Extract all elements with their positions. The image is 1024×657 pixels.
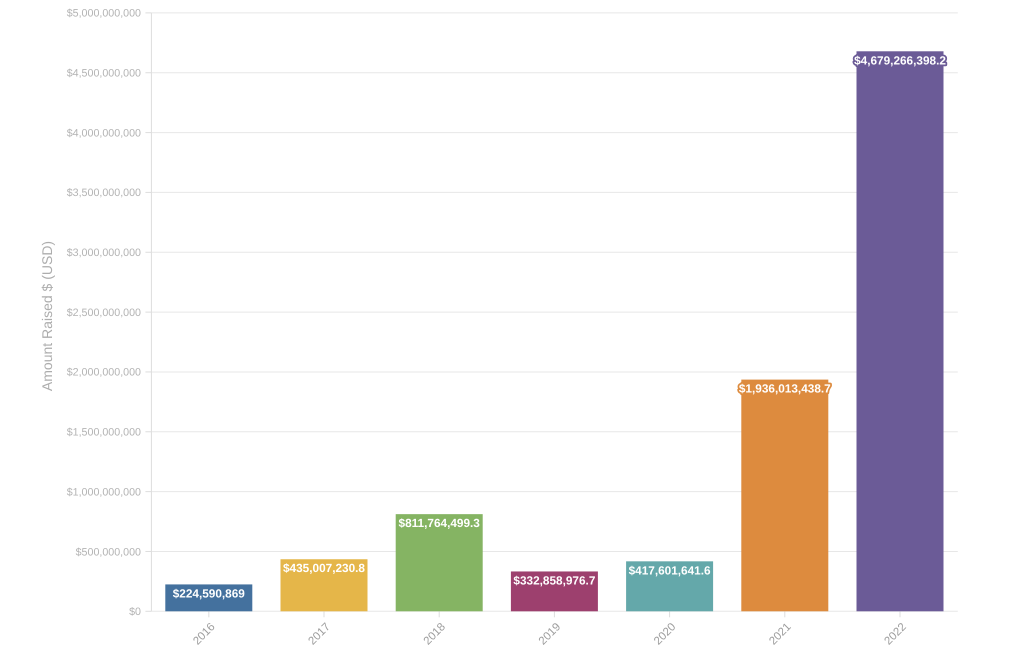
svg-text:$2,000,000,000: $2,000,000,000 [67, 367, 141, 379]
svg-text:$332,858,976.7: $332,858,976.7 [513, 573, 595, 587]
svg-text:$4,679,266,398.2: $4,679,266,398.2 [854, 53, 946, 67]
svg-text:$0: $0 [129, 606, 141, 618]
svg-text:$1,936,013,438.7: $1,936,013,438.7 [739, 382, 831, 396]
svg-text:$224,590,869: $224,590,869 [173, 586, 246, 600]
svg-text:$2,500,000,000: $2,500,000,000 [67, 307, 141, 319]
svg-text:$500,000,000: $500,000,000 [76, 546, 141, 558]
svg-text:$5,000,000,000: $5,000,000,000 [67, 8, 141, 20]
svg-text:$4,000,000,000: $4,000,000,000 [67, 127, 141, 139]
svg-text:$1,500,000,000: $1,500,000,000 [67, 427, 141, 439]
svg-text:$811,764,499.3: $811,764,499.3 [399, 516, 481, 530]
svg-text:$4,500,000,000: $4,500,000,000 [67, 68, 141, 80]
svg-text:$3,500,000,000: $3,500,000,000 [67, 187, 141, 199]
svg-text:Amount Raised $ (USD): Amount Raised $ (USD) [39, 241, 55, 391]
svg-text:$435,007,230.8: $435,007,230.8 [283, 561, 365, 575]
svg-text:$1,000,000,000: $1,000,000,000 [67, 486, 141, 498]
svg-text:$417,601,641.6: $417,601,641.6 [629, 563, 711, 577]
svg-text:$3,000,000,000: $3,000,000,000 [67, 247, 141, 259]
